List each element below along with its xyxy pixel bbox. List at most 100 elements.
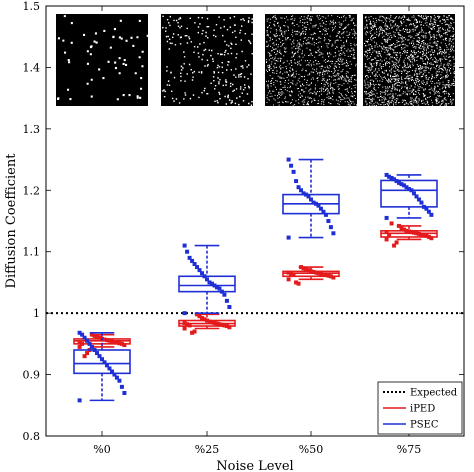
- psec-series: [73, 157, 438, 403]
- data-point: [426, 234, 431, 239]
- data-point: [102, 360, 107, 365]
- data-point: [187, 323, 192, 328]
- y-tick-label: 1: [33, 307, 40, 320]
- data-point: [195, 265, 200, 270]
- data-point: [95, 334, 100, 339]
- data-point: [392, 243, 397, 248]
- data-point: [318, 271, 323, 276]
- data-point: [286, 277, 291, 282]
- data-point: [296, 281, 301, 286]
- legend: Expected iPED PSEC: [377, 381, 463, 435]
- data-point: [326, 273, 331, 278]
- data-point: [117, 341, 122, 346]
- y-tick-label: 1.4: [23, 61, 41, 74]
- data-point: [217, 286, 222, 291]
- data-point: [397, 223, 402, 228]
- data-point: [77, 398, 82, 403]
- noise-image-0: [56, 14, 148, 106]
- data-point: [323, 212, 328, 217]
- data-point: [416, 197, 421, 202]
- iped-series: [73, 221, 438, 359]
- data-point: [182, 243, 187, 248]
- data-point: [77, 330, 82, 335]
- data-point: [409, 230, 414, 235]
- data-point: [224, 298, 229, 303]
- data-point: [77, 344, 82, 349]
- data-point: [207, 280, 212, 285]
- data-point: [289, 163, 294, 168]
- box: [73, 349, 131, 375]
- data-point: [90, 332, 95, 337]
- data-point: [182, 326, 187, 331]
- x-tick-label: %25: [195, 443, 219, 456]
- data-point: [389, 176, 394, 180]
- data-point: [384, 237, 389, 242]
- data-point: [397, 180, 402, 185]
- data-point: [122, 343, 127, 348]
- data-point: [419, 232, 424, 237]
- data-point: [424, 233, 429, 238]
- y-axis: 0.8 0.9 1 1.1 1.2 1.3 1.4 1.5: [23, 0, 464, 443]
- data-point: [222, 323, 227, 328]
- data-point: [195, 312, 200, 317]
- data-point: [90, 344, 95, 349]
- data-point: [421, 233, 426, 238]
- data-point: [306, 268, 311, 273]
- data-point: [301, 266, 306, 271]
- data-point: [316, 203, 321, 208]
- data-point: [323, 273, 328, 278]
- legend-label-iped: iPED: [410, 404, 435, 415]
- data-point: [212, 283, 217, 288]
- x-tick-label: %75: [397, 443, 421, 456]
- data-point: [309, 269, 313, 274]
- data-point: [112, 340, 117, 345]
- data-point: [402, 227, 407, 232]
- data-point: [407, 229, 411, 234]
- data-point: [313, 201, 318, 206]
- data-point: [107, 338, 112, 343]
- data-point: [82, 335, 87, 340]
- data-point: [104, 338, 109, 343]
- data-point: [402, 183, 407, 188]
- data-point: [299, 188, 304, 193]
- data-point: [112, 372, 117, 377]
- data-point: [394, 179, 399, 184]
- data-point: [306, 194, 311, 199]
- data-point: [429, 236, 434, 241]
- box: [380, 179, 438, 208]
- data-point: [209, 320, 214, 325]
- data-point: [291, 169, 296, 174]
- data-point: [222, 292, 227, 297]
- data-point: [309, 197, 313, 202]
- data-point: [197, 314, 202, 319]
- data-point: [328, 274, 333, 279]
- data-point: [114, 375, 119, 380]
- data-point: [318, 206, 323, 211]
- data-point: [411, 230, 416, 235]
- data-point: [219, 322, 224, 327]
- data-point: [187, 255, 192, 260]
- data-point: [107, 366, 112, 371]
- y-axis-label: Diffusion Coefficient: [4, 153, 19, 289]
- data-point: [404, 228, 409, 233]
- data-point: [313, 270, 318, 275]
- y-tick-label: 0.9: [23, 369, 41, 382]
- data-point: [104, 363, 109, 368]
- data-point: [392, 177, 397, 182]
- data-point: [219, 289, 224, 294]
- data-point: [182, 320, 187, 325]
- data-point: [212, 320, 217, 325]
- data-point: [192, 262, 197, 266]
- data-point: [301, 191, 306, 196]
- data-point: [384, 230, 389, 235]
- data-point: [394, 240, 399, 245]
- data-point: [97, 335, 102, 340]
- data-point: [399, 182, 404, 187]
- data-point: [185, 322, 190, 327]
- data-point: [286, 270, 291, 275]
- data-point: [190, 258, 195, 263]
- data-point: [426, 209, 431, 214]
- data-point: [77, 340, 82, 345]
- data-point: [286, 157, 291, 162]
